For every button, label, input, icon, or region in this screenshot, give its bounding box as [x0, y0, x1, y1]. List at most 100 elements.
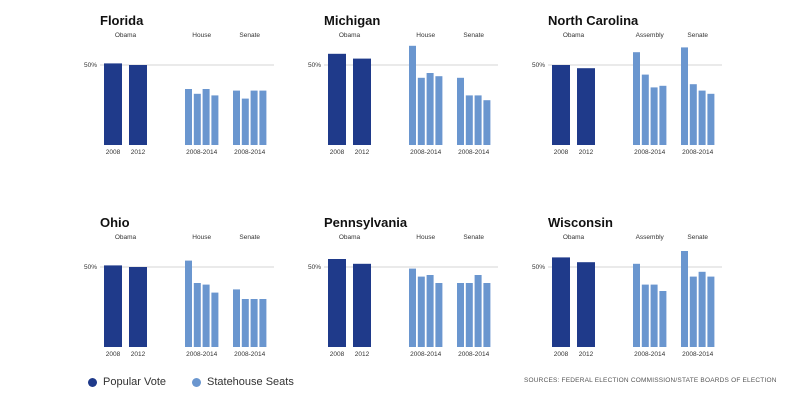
group-label-senate: Senate: [463, 234, 484, 241]
bar-senate-3: [250, 299, 258, 347]
legend-label-popular-vote: Popular Vote: [103, 376, 166, 388]
bar-senate-4: [483, 100, 491, 145]
bar-obama-2: [129, 65, 147, 145]
bar-senate-2: [241, 299, 249, 347]
tick-label-2008: 2008: [330, 149, 345, 156]
tick-label-2012: 2012: [131, 149, 146, 156]
tick-label-2012: 2012: [355, 351, 370, 358]
tick-label-2008: 2008: [106, 149, 121, 156]
bar-senate-3: [698, 90, 706, 145]
bar-senate-1: [233, 90, 240, 145]
range-label-house: 2008-2014: [410, 351, 441, 358]
state-title: Pennsylvania: [324, 215, 408, 230]
bar-senate-4: [707, 93, 715, 145]
bar-senate-4: [259, 299, 267, 347]
state-panel-wisconsin: Wisconsin 50% Obama 2008 2012 Assembly 2008-20…: [532, 215, 722, 358]
bar-senate-1: [681, 251, 688, 347]
bar-senate-2: [241, 98, 249, 145]
bar-assembly-2: [641, 284, 649, 347]
group-label-house: House: [416, 32, 435, 39]
group-label-obama: Obama: [563, 234, 585, 241]
range-label-assembly: 2008-2014: [634, 351, 665, 358]
bar-assembly-3: [650, 87, 658, 145]
bar-house-1: [185, 260, 192, 347]
reference-label-50: 50%: [308, 264, 321, 271]
group-label-senate: Senate: [687, 32, 708, 39]
bar-obama-1: [104, 265, 122, 347]
bar-house-4: [211, 292, 219, 347]
bar-house-1: [409, 45, 416, 145]
reference-label-50: 50%: [84, 264, 97, 271]
bar-assembly-4: [659, 85, 667, 145]
bar-house-2: [417, 77, 425, 145]
state-title: Florida: [100, 13, 144, 28]
bar-senate-1: [681, 47, 688, 145]
bar-assembly-4: [659, 291, 667, 347]
bar-house-2: [417, 276, 425, 347]
bar-obama-2: [577, 68, 595, 145]
group-label-house: House: [416, 234, 435, 241]
group-label-obama: Obama: [339, 234, 361, 241]
bar-obama-1: [328, 259, 346, 347]
bar-obama-1: [328, 53, 346, 145]
bar-house-3: [202, 284, 210, 347]
bar-senate-4: [483, 283, 491, 347]
range-label-senate: 2008-2014: [458, 351, 489, 358]
bar-obama-2: [577, 262, 595, 347]
state-panel-ohio: Ohio 50% Obama 2008 2012 House 2008-2014 Senate…: [84, 215, 274, 358]
state-title: North Carolina: [548, 13, 639, 28]
bar-senate-2: [689, 84, 697, 145]
reference-label-50: 50%: [308, 62, 321, 69]
group-label-obama: Obama: [563, 32, 585, 39]
bar-senate-2: [465, 283, 473, 347]
bar-senate-2: [689, 276, 697, 347]
legend-item-popular-vote: Popular Vote: [88, 376, 166, 388]
tick-label-2008: 2008: [554, 351, 569, 358]
range-label-house: 2008-2014: [186, 351, 217, 358]
range-label-senate: 2008-2014: [234, 351, 265, 358]
group-label-assembly: Assembly: [636, 234, 665, 241]
group-label-senate: Senate: [239, 32, 260, 39]
tick-label-2008: 2008: [330, 351, 345, 358]
bar-senate-3: [698, 271, 706, 347]
bar-house-3: [202, 89, 210, 145]
legend-label-statehouse-seats: Statehouse Seats: [207, 376, 294, 388]
bar-senate-3: [250, 90, 258, 145]
group-label-obama: Obama: [339, 32, 361, 39]
bar-obama-2: [353, 58, 371, 145]
bar-house-1: [185, 89, 192, 145]
group-label-house: House: [192, 234, 211, 241]
bar-obama-1: [104, 63, 122, 145]
bar-house-2: [193, 93, 201, 145]
bar-house-4: [435, 283, 443, 347]
state-panel-florida: Florida 50% Obama 2008 2012 House 2008-2014 Sen…: [84, 13, 274, 156]
bar-senate-1: [457, 77, 464, 145]
state-panel-michigan: Michigan 50% Obama 2008 2012 House 2008-2014 Se…: [308, 13, 498, 156]
source-note: SOURCES: FEDERAL ELECTION COMMISSION/STA…: [524, 377, 777, 384]
bar-house-3: [426, 275, 434, 347]
group-label-obama: Obama: [115, 32, 137, 39]
legend: Popular Vote Statehouse Seats: [88, 376, 294, 388]
range-label-assembly: 2008-2014: [634, 149, 665, 156]
reference-label-50: 50%: [532, 62, 545, 69]
tick-label-2012: 2012: [355, 149, 370, 156]
state-charts: Florida 50% Obama 2008 2012 House 2008-2014 Sen…: [84, 13, 722, 358]
state-title: Ohio: [100, 215, 130, 230]
bar-assembly-3: [650, 284, 658, 347]
bar-house-1: [409, 268, 416, 347]
bar-senate-4: [259, 90, 267, 145]
bar-senate-4: [707, 276, 715, 347]
group-label-assembly: Assembly: [636, 32, 665, 39]
range-label-senate: 2008-2014: [682, 149, 713, 156]
tick-label-2008: 2008: [554, 149, 569, 156]
state-title: Wisconsin: [548, 215, 613, 230]
bar-assembly-2: [641, 74, 649, 145]
tick-label-2012: 2012: [131, 351, 146, 358]
reference-label-50: 50%: [84, 62, 97, 69]
reference-label-50: 50%: [532, 264, 545, 271]
group-label-senate: Senate: [463, 32, 484, 39]
bar-senate-1: [233, 289, 240, 347]
legend-item-statehouse-seats: Statehouse Seats: [192, 376, 294, 388]
range-label-senate: 2008-2014: [458, 149, 489, 156]
